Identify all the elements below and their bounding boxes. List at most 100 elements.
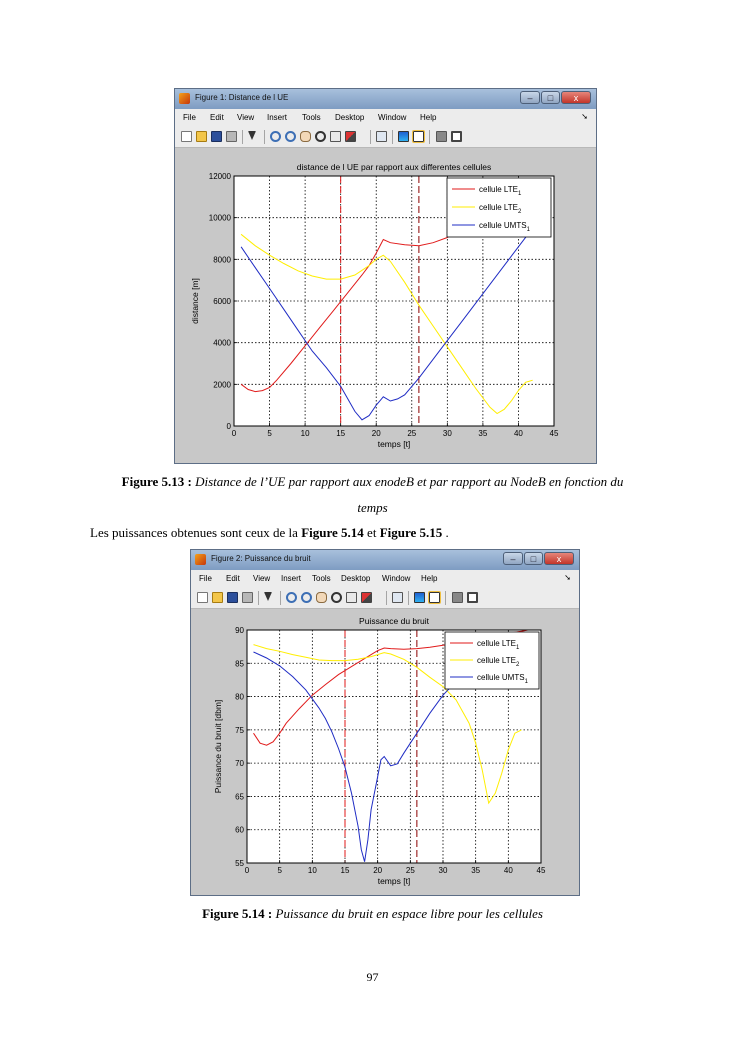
toolbar-separator [264,130,265,144]
zoom-out-icon[interactable] [301,592,312,603]
print-icon[interactable] [226,131,237,142]
menu-tools[interactable]: Tools [312,574,331,583]
x-tick-label: 15 [336,429,345,438]
brush-icon[interactable] [361,592,372,603]
pointer-icon[interactable] [264,592,272,601]
menu-overflow-icon[interactable]: ➘ [581,112,588,121]
print-icon[interactable] [242,592,253,603]
colorbar-icon[interactable] [398,131,409,142]
x-tick-label: 35 [471,866,480,875]
x-tick-label: 0 [232,429,237,438]
menu-insert[interactable]: Insert [281,574,302,583]
y-tick-label: 60 [235,826,244,835]
zoom-in-icon[interactable] [286,592,297,603]
figure-window-1: Figure 1: Distance de l UE – □ x File Ed… [174,88,597,464]
maximize-button[interactable]: □ [541,91,560,104]
minimize-button[interactable]: – [520,91,540,104]
data-cursor-icon[interactable] [346,592,357,603]
figure-toolbar [191,588,579,609]
minimize-button[interactable]: – [503,552,523,565]
menu-desktop[interactable]: Desktop [335,113,365,122]
pointer-icon[interactable] [248,131,256,140]
x-tick-label: 40 [514,429,523,438]
series-line-lte1 [240,231,455,393]
x-tick-label: 10 [308,866,317,875]
hide-plot-tools-icon[interactable] [452,592,463,603]
link-plot-icon[interactable] [376,131,387,142]
menu-bar: File Edit View Insert Tools Desktop Wind… [175,109,596,128]
menu-window[interactable]: Window [378,113,407,122]
body-text-mid: et [367,525,377,540]
x-tick-label: 25 [406,866,415,875]
figure-reference[interactable]: Figure 5.15 [379,525,443,540]
menu-view[interactable]: View [253,574,271,583]
menu-help[interactable]: Help [420,113,437,122]
open-file-icon[interactable] [212,592,223,603]
menu-desktop[interactable]: Desktop [341,574,371,583]
data-cursor-icon[interactable] [330,131,341,142]
y-tick-label: 55 [235,859,244,868]
window-title-bar[interactable]: Figure 1: Distance de l UE – □ x [175,89,596,110]
maximize-button[interactable]: □ [524,552,543,565]
close-button[interactable]: x [544,552,574,565]
noise-power-chart[interactable]: 0 5 10 15 20 25 30 35 40 45 55 60 65 70 75 80 85 90 Puissa… [193,610,579,895]
zoom-in-icon[interactable] [270,131,281,142]
x-axis-label: temps [t] [378,439,411,449]
pan-icon[interactable] [300,131,311,142]
save-icon[interactable] [211,131,222,142]
toolbar-separator [408,591,409,605]
x-tick-label: 20 [372,429,381,438]
show-plot-tools-icon[interactable] [467,592,478,603]
menu-file[interactable]: File [199,574,212,583]
save-icon[interactable] [227,592,238,603]
menu-file[interactable]: File [183,113,196,122]
menu-insert[interactable]: Insert [267,113,288,122]
caption-text: Distance de l’UE par rapport aux enodeB … [195,474,624,489]
figure-caption-5-13-line2: temps [0,500,745,516]
x-tick-label: 30 [443,429,452,438]
window-title-bar[interactable]: Figure 2: Puissance du bruit – □ x [191,550,579,571]
brush-icon[interactable] [345,131,356,142]
colorbar-icon[interactable] [414,592,425,603]
menu-window[interactable]: Window [382,574,411,583]
distance-chart[interactable]: 0 5 10 15 20 25 30 35 40 45 0 2000 4000 6000 8000 10000… [177,149,596,463]
x-tick-label: 10 [301,429,310,438]
x-tick-label: 15 [341,866,350,875]
figure-caption-5-14: Figure 5.14 : Puissance du bruit en espa… [0,906,745,922]
x-tick-label: 40 [504,866,513,875]
toolbar-separator [280,591,281,605]
y-tick-label: 90 [235,626,244,635]
link-plot-icon[interactable] [392,592,403,603]
menu-tools[interactable]: Tools [302,113,321,122]
rotate-icon[interactable] [315,131,326,142]
show-plot-tools-icon[interactable] [451,131,462,142]
open-file-icon[interactable] [196,131,207,142]
y-tick-label: 8000 [213,255,231,264]
pan-icon[interactable] [316,592,327,603]
menu-edit[interactable]: Edit [226,574,240,583]
legend-icon[interactable] [428,591,441,604]
close-button[interactable]: x [561,91,591,104]
menu-edit[interactable]: Edit [210,113,224,122]
y-tick-label: 80 [235,693,244,702]
zoom-out-icon[interactable] [285,131,296,142]
menu-overflow-icon[interactable]: ➘ [564,573,571,582]
y-tick-label: 75 [235,726,244,735]
x-tick-label: 20 [373,866,382,875]
toolbar-separator [445,591,446,605]
new-figure-icon[interactable] [197,592,208,603]
x-tick-label: 5 [277,866,282,875]
x-tick-label: 30 [439,866,448,875]
figure-window-2: Figure 2: Puissance du bruit – □ x File … [190,549,580,896]
figure-reference[interactable]: Figure 5.14 [301,525,364,540]
hide-plot-tools-icon[interactable] [436,131,447,142]
new-figure-icon[interactable] [181,131,192,142]
page-number: 97 [366,970,379,984]
rotate-icon[interactable] [331,592,342,603]
menu-view[interactable]: View [237,113,255,122]
toolbar-separator [429,130,430,144]
legend-icon[interactable] [412,130,425,143]
plot-area: 0 5 10 15 20 25 30 35 40 45 0 2000 4000 6000 8000 10000… [177,149,594,461]
menu-bar: File Edit View Insert Tools Desktop Wind… [191,570,579,589]
menu-help[interactable]: Help [421,574,438,583]
